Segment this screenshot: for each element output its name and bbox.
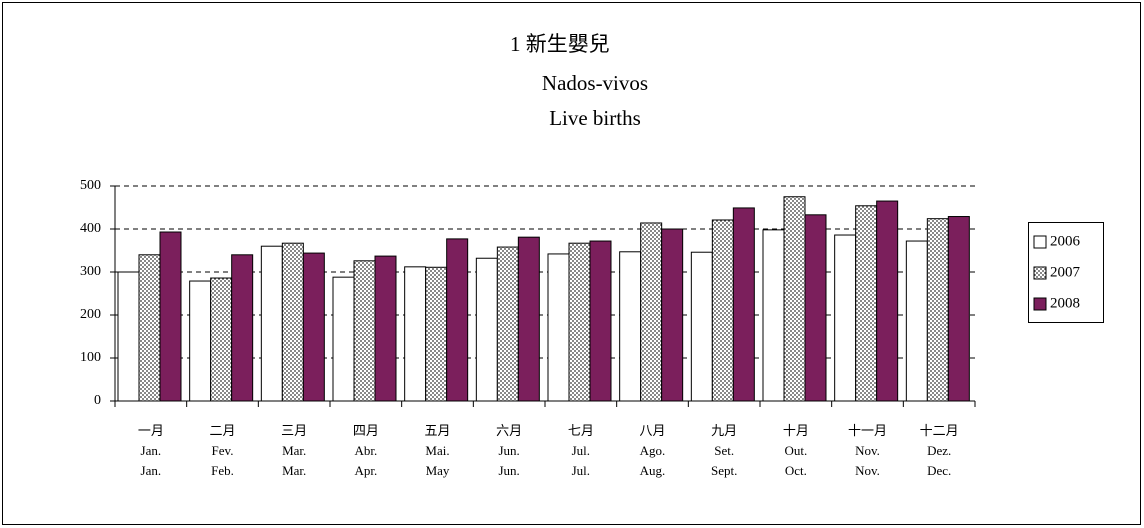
x-tick-label: 一月 [138, 423, 164, 438]
bar [374, 255, 397, 402]
x-tick-label: Dez. [927, 443, 951, 458]
bar [926, 218, 949, 402]
x-tick-label: Nov. [855, 443, 880, 458]
bar [138, 254, 161, 402]
y-tick-label: 500 [80, 178, 101, 193]
bar [690, 251, 713, 402]
bar [732, 207, 755, 402]
legend-label: 2007 [1050, 264, 1081, 280]
bar [117, 271, 140, 402]
legend-swatch [1033, 266, 1047, 280]
bar [260, 245, 283, 402]
x-tick-label: Oct. [785, 463, 807, 478]
legend-swatch [1033, 235, 1047, 249]
chart-title: Live births [549, 106, 641, 130]
x-tick-label: Jan. [141, 443, 162, 458]
bar [425, 266, 448, 402]
bar [353, 260, 376, 402]
x-tick-label: Jun. [499, 443, 520, 458]
x-tick-label: 十月 [783, 423, 809, 438]
chart-title: 1 新生嬰兒 [510, 32, 610, 56]
bar [159, 231, 182, 402]
x-tick-label: 六月 [496, 423, 522, 438]
x-tick-label: Feb. [211, 463, 234, 478]
x-tick-label: Dec. [927, 463, 951, 478]
bar [547, 253, 570, 402]
bar [661, 228, 684, 402]
x-tick-label: Mar. [282, 443, 306, 458]
bar [947, 216, 970, 402]
chart-title: Nados-vivos [542, 71, 648, 95]
bar [332, 276, 355, 402]
legend-swatch [1033, 297, 1047, 311]
x-tick-label: 二月 [209, 423, 235, 438]
x-tick-label: 五月 [424, 423, 450, 438]
bar [876, 200, 899, 402]
x-tick-label: Jun. [499, 463, 520, 478]
x-tick-label: Jul. [572, 443, 590, 458]
x-tick-label: 十一月 [848, 423, 887, 438]
x-tick-label: 九月 [711, 423, 737, 438]
bar [711, 219, 734, 402]
bar [783, 196, 806, 402]
x-tick-label: Out. [784, 443, 807, 458]
bar [496, 246, 519, 402]
x-tick-label: Ago. [640, 443, 666, 458]
bar [804, 214, 827, 402]
bar [189, 280, 212, 402]
bar [281, 242, 304, 402]
bar [210, 277, 233, 402]
bar [619, 251, 642, 402]
y-tick-label: 400 [80, 221, 101, 236]
x-tick-label: Fev. [212, 443, 234, 458]
x-tick-label: Jan. [141, 463, 162, 478]
x-tick-label: Sept. [711, 463, 737, 478]
x-tick-label: May [426, 463, 450, 478]
bar [517, 236, 540, 402]
y-tick-label: 200 [80, 307, 101, 322]
bar [475, 257, 498, 402]
x-tick-label: Mai. [425, 443, 449, 458]
x-tick-label: Abr. [354, 443, 377, 458]
x-tick-label: 三月 [281, 423, 307, 438]
x-tick-label: Aug. [640, 463, 666, 478]
x-tick-label: Nov. [855, 463, 880, 478]
x-tick-label: 七月 [568, 423, 594, 438]
bar [568, 242, 591, 402]
x-tick-label: 十二月 [920, 423, 959, 438]
bar [905, 240, 928, 402]
x-tick-label: Jul. [572, 463, 590, 478]
bar [834, 234, 857, 402]
x-tick-label: Mar. [282, 463, 306, 478]
x-tick-label: Apr. [354, 463, 377, 478]
y-tick-label: 0 [94, 393, 101, 408]
x-tick-label: 四月 [353, 423, 379, 438]
bar [855, 205, 878, 402]
bar [640, 222, 663, 402]
x-tick-label: 八月 [639, 423, 665, 438]
bar [231, 254, 254, 402]
bar [302, 252, 325, 402]
legend-label: 2008 [1050, 295, 1080, 311]
bar [762, 229, 785, 402]
bar [446, 238, 469, 402]
y-tick-label: 100 [80, 350, 101, 365]
x-tick-label: Set. [714, 443, 734, 458]
bar [589, 240, 612, 402]
y-tick-label: 300 [80, 264, 101, 279]
bar [404, 266, 427, 402]
legend-label: 2006 [1050, 233, 1081, 249]
